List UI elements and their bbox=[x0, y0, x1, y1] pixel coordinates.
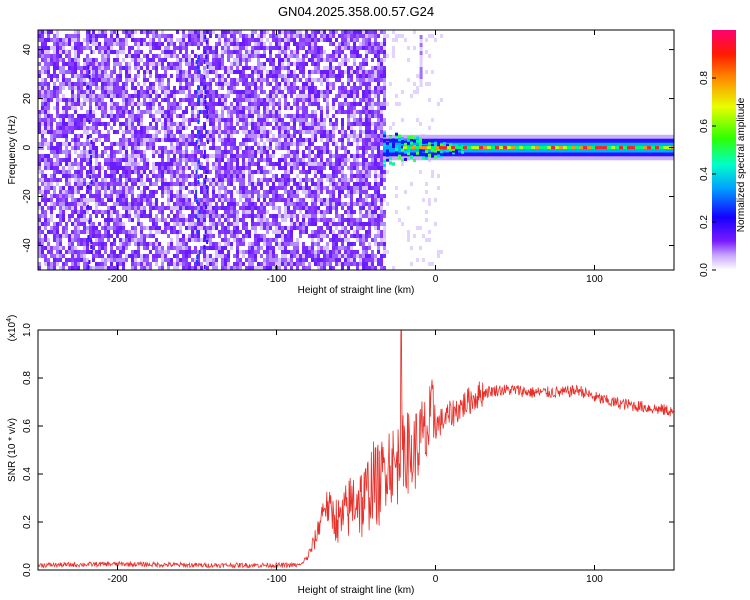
colorbar-tick-label: 0.0 bbox=[699, 263, 710, 277]
colorbar-tick-label: 0.2 bbox=[699, 215, 710, 229]
y-tick-label: 1.0 bbox=[22, 323, 33, 337]
colorbar-tick-label: 0.6 bbox=[699, 119, 710, 133]
x-tick-label: -100 bbox=[266, 274, 286, 285]
colorbar-tick-label: 0.8 bbox=[699, 71, 710, 85]
x-tick-label: -200 bbox=[107, 574, 127, 585]
snr-series-line bbox=[38, 330, 674, 570]
y-tick-label: 0.6 bbox=[22, 419, 33, 433]
snr-ticks: -200 -100 0 100 0.0 0.2 0.4 0.6 0.8 1.0 bbox=[22, 323, 674, 585]
x-tick-label: -100 bbox=[266, 574, 286, 585]
y-tick-label: 0.8 bbox=[22, 371, 33, 385]
colorbar-tick-label: 0.4 bbox=[699, 167, 710, 181]
y-tick-label: 0.2 bbox=[22, 515, 33, 529]
x-tick-label: 100 bbox=[586, 274, 603, 285]
snr-panel: -200 -100 0 100 0.0 0.2 0.4 0.6 0.8 1.0 Height of… bbox=[6, 315, 675, 596]
snr-frame bbox=[37, 329, 675, 571]
y-tick-label: 0 bbox=[22, 144, 33, 150]
y-tick-label: -20 bbox=[22, 189, 33, 204]
snr-xlabel: Height of straight line (km) bbox=[298, 585, 415, 596]
colorbar: 0.0 0.2 0.4 0.6 0.8 Normalized spectral ampl… bbox=[699, 30, 747, 277]
x-tick-label: 100 bbox=[586, 574, 603, 585]
y-tick-label: 0.4 bbox=[22, 467, 33, 481]
y-tick-label: -40 bbox=[22, 238, 33, 253]
spectrogram-ylabel: Frequency (Hz) bbox=[7, 116, 18, 185]
spectrogram-frame bbox=[37, 29, 675, 271]
snr-ylabel: SNR (10 * v/v) bbox=[7, 418, 18, 482]
y-tick-label: 0.0 bbox=[22, 563, 33, 577]
snr-scale-label: (x104) bbox=[6, 315, 18, 342]
x-tick-label: 0 bbox=[433, 274, 439, 285]
y-tick-label: 40 bbox=[22, 44, 33, 56]
figure-title: GN04.2025.358.00.57.G24 bbox=[278, 4, 434, 19]
colorbar-label: Normalized spectral amplitude bbox=[736, 97, 747, 232]
spectrogram-xlabel: Height of straight line (km) bbox=[298, 285, 415, 296]
spectrogram-image bbox=[38, 30, 674, 270]
x-tick-label: 0 bbox=[433, 574, 439, 585]
colorbar-gradient bbox=[712, 30, 736, 270]
colorbar-ticks: 0.0 0.2 0.4 0.6 0.8 bbox=[699, 71, 716, 277]
y-tick-label: 20 bbox=[22, 93, 33, 105]
x-tick-label: -200 bbox=[107, 274, 127, 285]
